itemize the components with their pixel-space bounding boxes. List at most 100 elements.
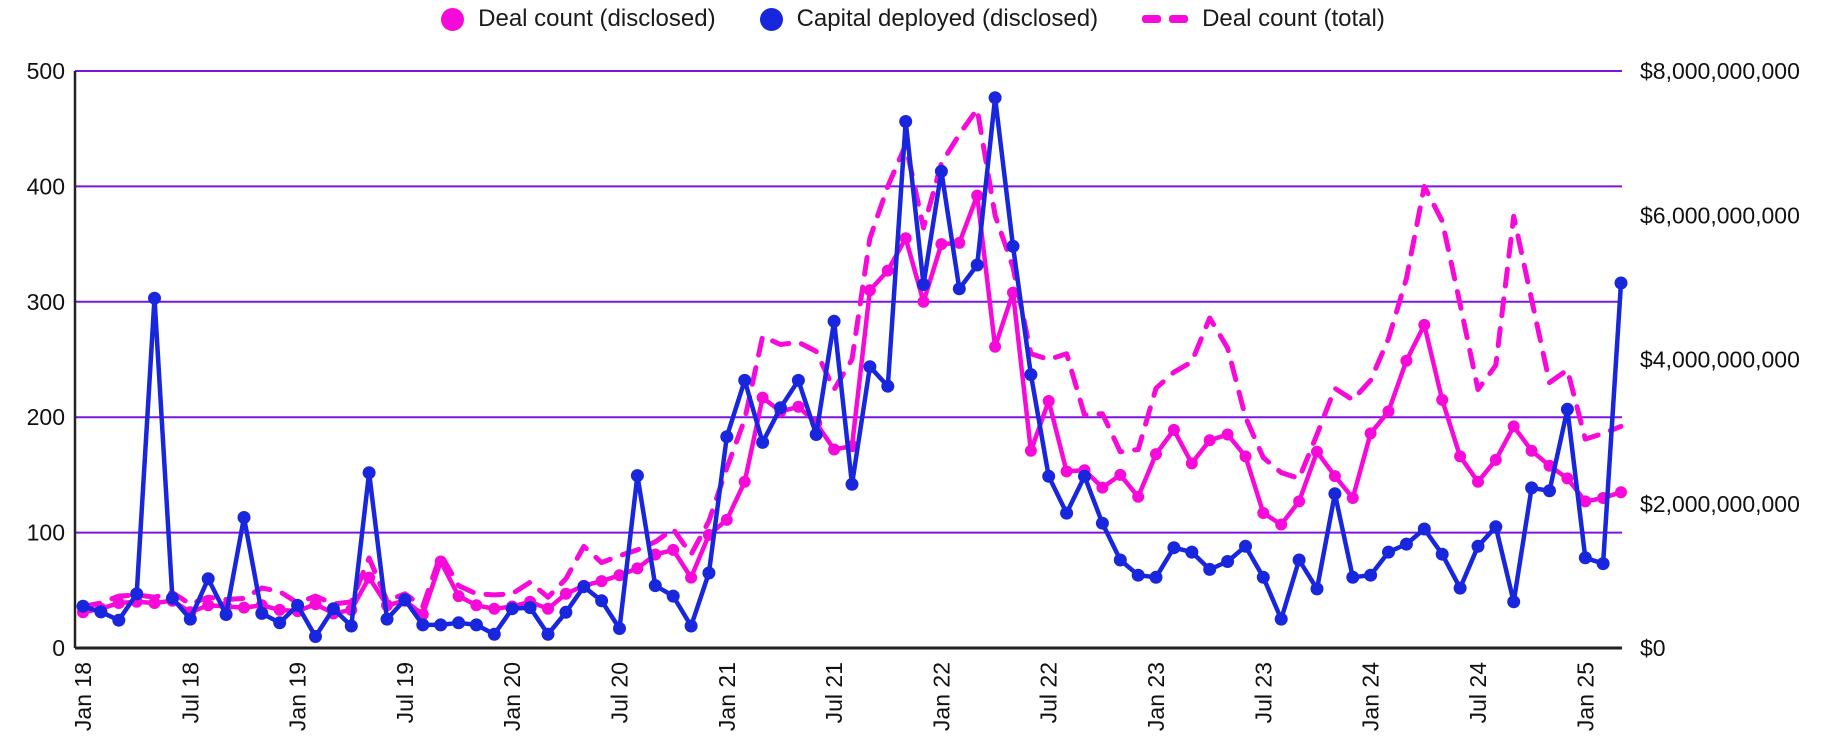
data-point (1167, 423, 1180, 436)
data-point (541, 627, 555, 641)
chart-legend: Deal count (disclosed) Capital deployed … (0, 0, 1826, 38)
data-point (1221, 555, 1235, 568)
data-point (863, 284, 876, 297)
data-point (1328, 470, 1341, 483)
data-point (917, 278, 930, 291)
data-point (935, 238, 948, 251)
data-point (613, 622, 626, 635)
data-point (1006, 239, 1020, 253)
data-point (1150, 448, 1162, 461)
data-point (881, 264, 894, 277)
data-point (291, 598, 305, 612)
right-axis-tick-label: $8,000,000,000 (1640, 58, 1800, 84)
x-axis-tick-label: Jan 25 (1572, 662, 1598, 731)
data-point (881, 379, 895, 393)
right-axis-tick-label: $4,000,000,000 (1640, 347, 1800, 373)
data-point (756, 391, 769, 404)
data-point (1221, 428, 1234, 441)
data-point (470, 599, 483, 612)
data-point (326, 602, 340, 616)
data-point (989, 340, 1002, 353)
data-point (1114, 468, 1127, 481)
data-point (1489, 453, 1502, 466)
data-point (1113, 553, 1127, 567)
data-point (666, 589, 680, 603)
data-point (488, 602, 501, 615)
data-point (1418, 318, 1431, 331)
x-axis-tick-label: Jul 19 (392, 662, 418, 723)
data-point (917, 295, 930, 308)
x-axis-tick-label: Jul 21 (821, 662, 847, 723)
data-point (559, 587, 572, 600)
x-axis-tick-label: Jan 20 (499, 662, 525, 731)
data-point (828, 443, 841, 456)
data-point (362, 466, 376, 480)
data-point (1525, 444, 1538, 457)
legend-item-deal-count-disclosed[interactable]: Deal count (disclosed) (441, 5, 716, 33)
data-point (595, 594, 609, 608)
data-point (1489, 520, 1503, 534)
data-point (1507, 595, 1521, 609)
data-point (130, 587, 144, 601)
data-point (255, 606, 269, 620)
x-axis-tick-label: Jan 19 (285, 662, 311, 731)
data-point (505, 602, 519, 616)
data-point (1024, 368, 1038, 382)
data-point (165, 591, 179, 605)
data-point (1024, 444, 1037, 457)
data-point (952, 282, 966, 296)
left-axis-tick-label: 100 (27, 520, 65, 546)
data-point (1346, 492, 1359, 504)
data-point (648, 579, 662, 593)
magenta-dashes-icon (1142, 15, 1189, 23)
data-point (148, 597, 161, 609)
data-point (94, 605, 108, 619)
data-point (273, 616, 287, 630)
data-point (738, 475, 751, 488)
data-point (899, 232, 912, 245)
data-point (720, 513, 733, 526)
data-point (1614, 276, 1628, 290)
data-point (523, 601, 537, 615)
data-point (630, 469, 644, 483)
data-point (1436, 393, 1449, 406)
data-point (845, 477, 859, 491)
data-point (380, 612, 394, 626)
data-point (1275, 518, 1288, 531)
data-point (1417, 522, 1431, 536)
data-point (1328, 487, 1342, 501)
data-point (452, 590, 465, 603)
data-point (1382, 405, 1395, 418)
data-point (1310, 582, 1324, 596)
data-point (309, 630, 322, 643)
x-axis-tick-label: Jan 18 (70, 662, 96, 731)
data-point (1060, 465, 1073, 478)
right-axis-tick-label: $0 (1640, 635, 1666, 661)
data-point (1256, 570, 1270, 584)
left-axis-tick-label: 500 (27, 58, 65, 84)
data-point (1525, 481, 1539, 495)
legend-label: Deal count (total) (1202, 5, 1385, 32)
data-point (1560, 402, 1574, 416)
data-point (148, 291, 161, 305)
data-point (738, 373, 752, 387)
x-axis-tick-label: Jul 23 (1250, 662, 1276, 723)
data-point (1400, 354, 1413, 367)
data-point (469, 618, 483, 632)
x-axis-tick-label: Jan 22 (928, 662, 954, 731)
data-point (1507, 420, 1520, 433)
legend-item-deal-count-total[interactable]: Deal count (total) (1142, 5, 1385, 33)
data-point (613, 569, 626, 582)
data-point (76, 599, 90, 613)
data-point (702, 566, 716, 580)
data-point (487, 627, 501, 641)
data-point (1399, 537, 1413, 551)
legend-item-capital-deployed-disclosed[interactable]: Capital deployed (disclosed) (759, 5, 1098, 33)
right-axis-tick-label: $6,000,000,000 (1640, 202, 1800, 228)
x-axis-tick-label: Jul 22 (1036, 662, 1062, 723)
data-point (1257, 507, 1270, 519)
data-point (202, 599, 215, 612)
data-point (1096, 481, 1109, 494)
data-point (559, 605, 573, 619)
